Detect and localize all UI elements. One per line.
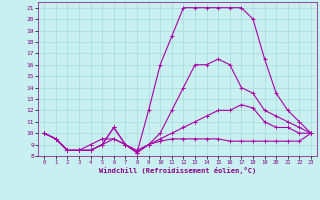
X-axis label: Windchill (Refroidissement éolien,°C): Windchill (Refroidissement éolien,°C) bbox=[99, 167, 256, 174]
